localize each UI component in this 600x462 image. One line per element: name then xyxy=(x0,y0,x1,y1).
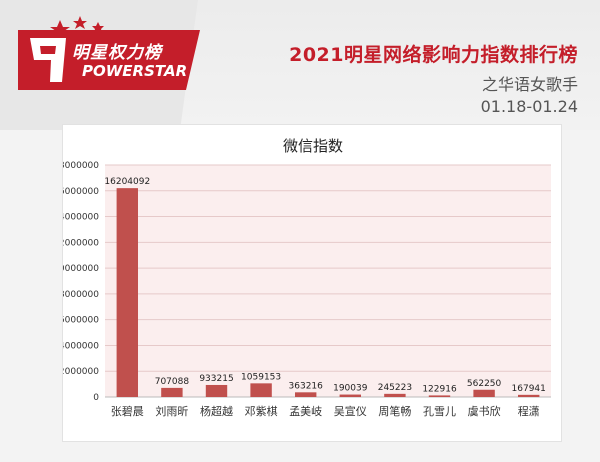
logo-chinese-text: 明星权力榜 xyxy=(72,43,162,63)
bar xyxy=(384,393,406,397)
powerstar-logo: 明星权力榜 POWERSTAR xyxy=(0,0,215,130)
bar xyxy=(161,387,183,397)
x-tick-label: 张碧晨 xyxy=(111,405,144,418)
star-icon xyxy=(92,22,104,33)
y-tick-label: 0 xyxy=(93,393,99,403)
data-label: 562250 xyxy=(467,379,502,389)
page-subtitle: 之华语女歌手 xyxy=(481,75,578,94)
data-label: 245223 xyxy=(378,383,412,393)
bar xyxy=(205,384,228,397)
bar-chart: 微信指数 0 2000000 4000000 6000000 8000000 100000… xyxy=(63,137,551,418)
data-label: 363216 xyxy=(289,381,324,391)
chart-card: 微信指数 0 2000000 4000000 6000000 8000000 100000… xyxy=(62,124,562,442)
x-tick-label: 刘雨昕 xyxy=(155,405,188,418)
data-label: 190039 xyxy=(333,384,368,394)
data-label: 1059153 xyxy=(241,372,281,382)
bar xyxy=(473,389,495,397)
title-block: 2021明星网络影响力指数排行榜 之华语女歌手 01.18-01.24 xyxy=(289,40,578,116)
data-label: 167941 xyxy=(512,384,546,394)
y-tick-label: 6000000 xyxy=(63,316,99,326)
y-tick-label: 12000000 xyxy=(63,238,99,248)
logo-english-text: POWERSTAR xyxy=(82,62,188,80)
y-tick-label: 16000000 xyxy=(63,187,99,197)
x-tick-label: 孔雪儿 xyxy=(423,405,456,418)
y-tick-label: 8000000 xyxy=(63,290,99,300)
bar xyxy=(116,188,139,397)
data-label: 16204092 xyxy=(104,177,150,187)
y-tick-label: 10000000 xyxy=(63,264,99,274)
y-tick-label: 14000000 xyxy=(63,213,99,223)
x-tick-label: 周笔畅 xyxy=(378,404,411,418)
page-title: 2021明星网络影响力指数排行榜 xyxy=(289,44,578,66)
star-icon xyxy=(50,20,70,38)
bar xyxy=(428,395,451,397)
data-label: 933215 xyxy=(199,374,233,384)
bar xyxy=(250,383,272,397)
data-label: 122916 xyxy=(422,384,457,394)
plot-area xyxy=(105,165,551,397)
bar xyxy=(517,394,540,397)
x-tick-label: 孟美岐 xyxy=(289,405,322,418)
x-tick-label: 吴宣仪 xyxy=(334,404,367,418)
star-icon xyxy=(73,16,87,29)
date-range: 01.18-01.24 xyxy=(480,97,578,116)
x-tick-label: 程潇 xyxy=(518,405,540,418)
x-tick-label: 邓紫棋 xyxy=(245,404,278,418)
x-tick-label: 杨超越 xyxy=(200,404,233,418)
bar xyxy=(294,392,317,397)
x-tick-label: 虞书欣 xyxy=(468,404,501,418)
y-tick-label: 18000000 xyxy=(63,161,99,171)
logo-badge-icon xyxy=(0,0,200,130)
bar xyxy=(339,394,362,397)
y-tick-label: 4000000 xyxy=(63,341,99,351)
y-tick-label: 2000000 xyxy=(63,367,99,377)
chart-title: 微信指数 xyxy=(283,137,343,155)
data-label: 707088 xyxy=(155,377,190,387)
